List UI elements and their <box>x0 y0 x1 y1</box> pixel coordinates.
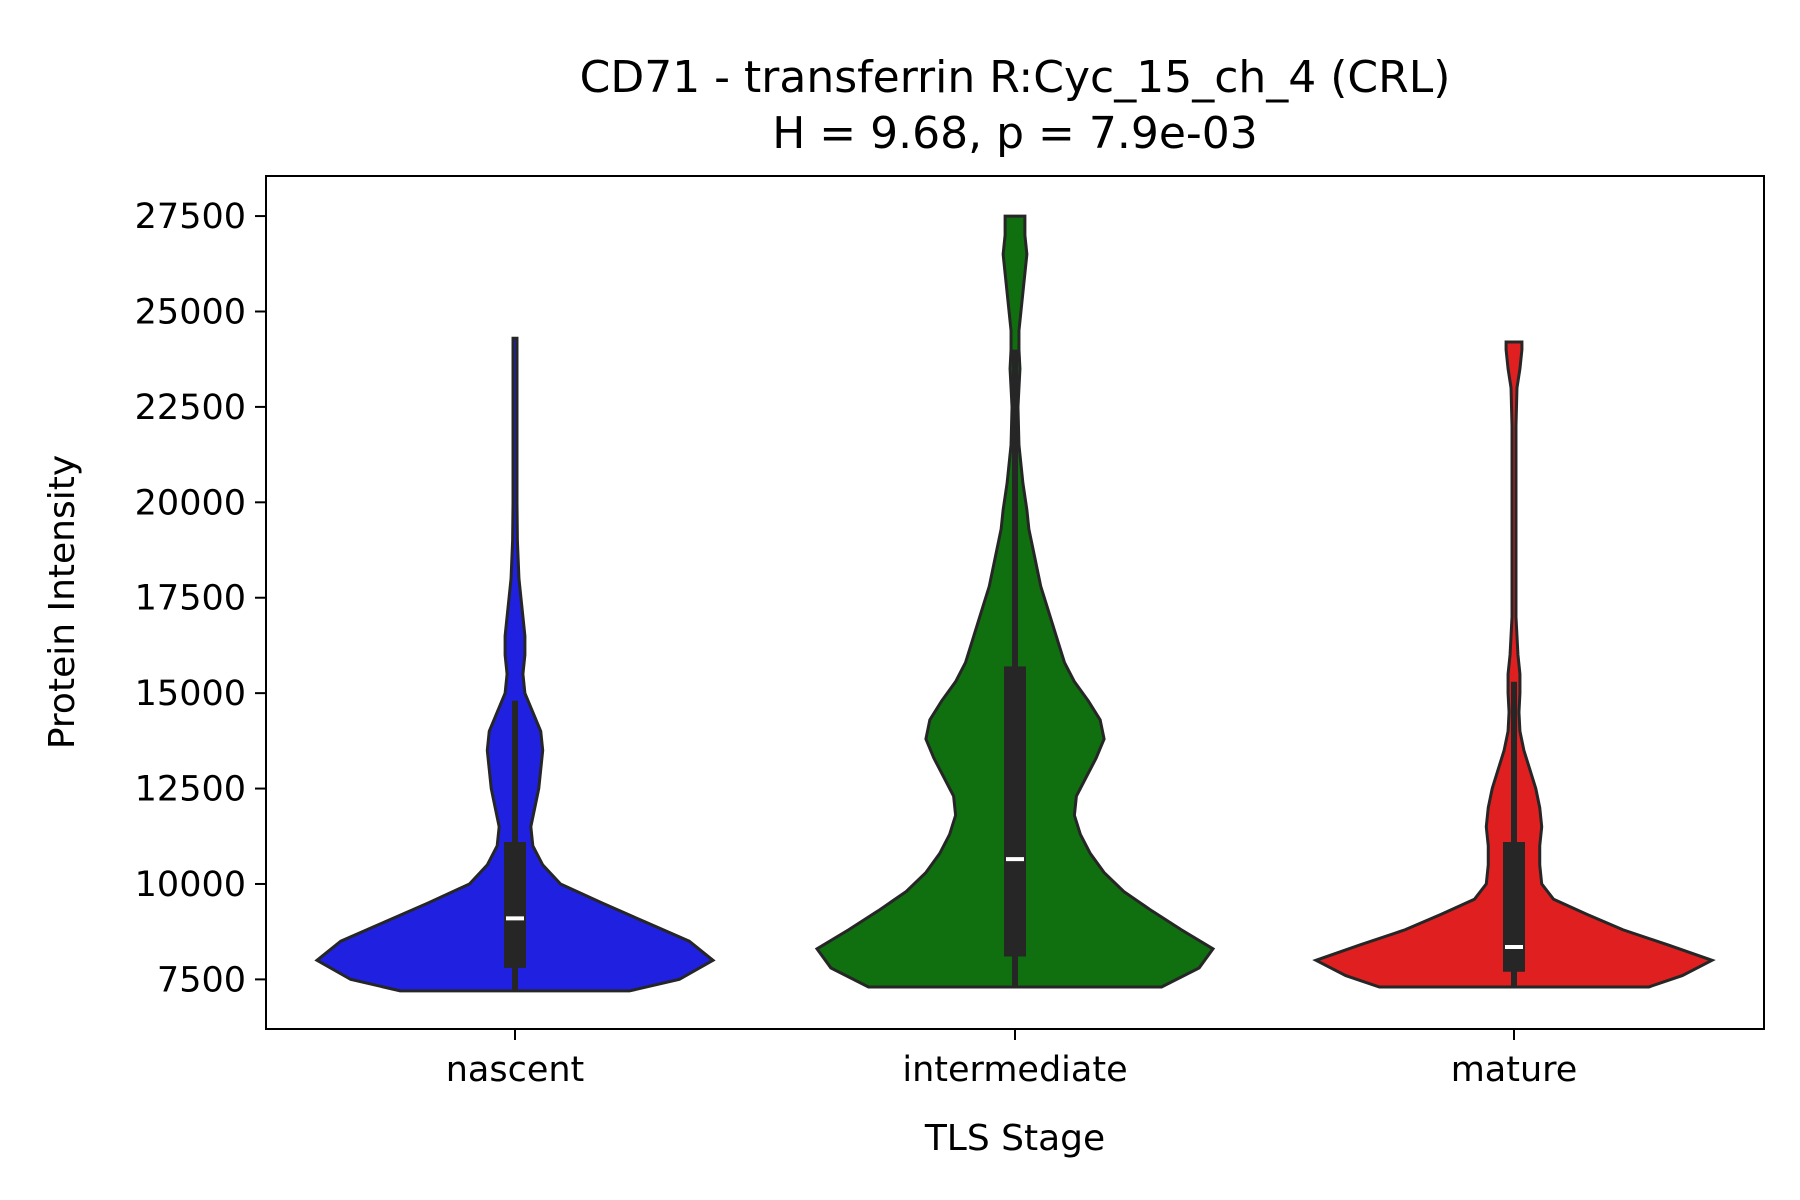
x-axis: nascent intermediate mature <box>446 1029 1578 1090</box>
plot-frame <box>265 175 1765 1030</box>
x-axis-label: TLS Stage <box>924 1118 1105 1159</box>
iqr-box-intermediate <box>1004 666 1026 957</box>
x-tick-label-mature: mature <box>1451 1050 1578 1090</box>
chart-title: CD71 - transferrin R:Cyc_15_ch_4 (CRL) <box>580 52 1451 103</box>
violin-mature <box>1312 340 1716 989</box>
x-tick-label-intermediate: intermediate <box>902 1050 1127 1090</box>
chart-subtitle: H = 9.68, p = 7.9e-03 <box>772 108 1258 159</box>
y-axis-label: Protein Intensity <box>42 455 83 749</box>
plot-area <box>314 214 1716 993</box>
y-tick-label: 20000 <box>135 483 246 523</box>
y-tick-label: 15000 <box>135 674 246 714</box>
y-tick-label: 7500 <box>157 960 246 1000</box>
y-tick-label: 12500 <box>135 770 246 810</box>
x-tick-label-nascent: nascent <box>446 1050 585 1090</box>
y-tick-label: 25000 <box>135 292 246 332</box>
y-tick-label: 27500 <box>135 197 246 237</box>
violin-nascent <box>314 336 716 993</box>
iqr-box-mature <box>1503 841 1525 972</box>
y-tick-label: 17500 <box>135 579 246 619</box>
y-tick-label: 22500 <box>135 388 246 428</box>
iqr-box-nascent <box>504 841 526 968</box>
y-axis: 7500 10000 12500 15000 17500 20000 22500 25000 2… <box>135 197 266 1000</box>
y-tick-label: 10000 <box>135 865 246 905</box>
